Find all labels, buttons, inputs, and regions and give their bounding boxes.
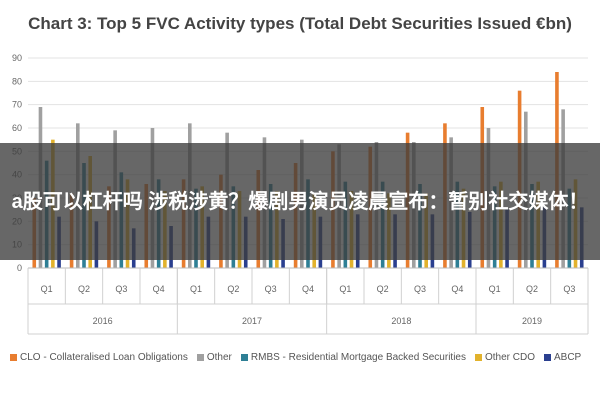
y-tick-label: 80 xyxy=(12,76,22,86)
x-tick-label: Q2 xyxy=(526,284,538,294)
legend-item: CLO - Collateralised Loan Obligations xyxy=(10,352,188,363)
x-tick-label: Q3 xyxy=(414,284,426,294)
x-tick-label: Q3 xyxy=(265,284,277,294)
legend-label: RMBS - Residential Mortgage Backed Secur… xyxy=(250,352,466,363)
headline-overlay-banner[interactable]: a股可以杠杆吗 涉税涉黄？爆剧男演员凌晨宣布：暂别社交媒体！ xyxy=(0,143,600,260)
year-label: 2019 xyxy=(522,316,542,326)
legend-swatch xyxy=(196,354,204,361)
year-label: 2018 xyxy=(391,316,411,326)
x-tick-label: Q4 xyxy=(153,284,165,294)
x-tick-label: Q2 xyxy=(377,284,389,294)
legend-swatch xyxy=(544,354,551,361)
legend-label: ABCP xyxy=(554,352,582,363)
x-tick-label: Q3 xyxy=(115,284,127,294)
chart-legend: CLO - Collateralised Loan Obligations Oth… xyxy=(10,352,595,370)
legend-label: CLO - Collateralised Loan Obligations xyxy=(20,352,188,363)
x-tick-label: Q1 xyxy=(41,284,53,294)
legend-item: Other xyxy=(196,352,232,363)
chart-title: Chart 3: Top 5 FVC Activity types (Total… xyxy=(28,14,572,33)
legend-swatch xyxy=(240,354,248,361)
legend-swatch xyxy=(474,354,482,361)
y-tick-label: 70 xyxy=(12,100,22,110)
legend-item: ABCP xyxy=(544,352,581,363)
y-tick-label: 0 xyxy=(17,263,22,273)
x-tick-label: Q3 xyxy=(563,284,575,294)
headline-overlay-text[interactable]: a股可以杠杆吗 涉税涉黄？爆剧男演员凌晨宣布：暂别社交媒体！ xyxy=(11,190,589,213)
x-tick-label: Q1 xyxy=(489,284,501,294)
legend-swatch xyxy=(10,354,17,361)
x-tick-label: Q1 xyxy=(339,284,351,294)
year-label: 2017 xyxy=(242,316,262,326)
legend-item: Other CDO xyxy=(474,352,535,363)
x-tick-label: Q2 xyxy=(227,284,239,294)
y-tick-label: 90 xyxy=(12,53,22,63)
y-tick-label: 60 xyxy=(12,123,22,133)
x-tick-label: Q4 xyxy=(451,284,463,294)
legend-label: Other CDO xyxy=(484,352,535,363)
legend-label: Other xyxy=(206,352,232,363)
x-tick-label: Q2 xyxy=(78,284,90,294)
legend-item: RMBS - Residential Mortgage Backed Secur… xyxy=(240,352,466,363)
x-tick-label: Q4 xyxy=(302,284,314,294)
year-label: 2016 xyxy=(93,316,113,326)
x-tick-label: Q1 xyxy=(190,284,202,294)
